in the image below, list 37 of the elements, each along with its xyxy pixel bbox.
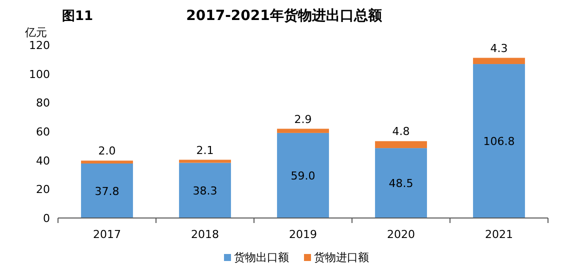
y-tick-label: 20	[36, 183, 50, 196]
y-tick-label: 0	[43, 212, 50, 225]
x-tick-label: 2019	[289, 228, 317, 241]
y-tick-label: 120	[29, 39, 50, 52]
data-label: 2.1	[196, 144, 214, 157]
bar	[81, 160, 133, 164]
bar	[375, 148, 427, 218]
bar	[375, 141, 427, 148]
data-label: 38.3	[192, 184, 218, 198]
y-tick-label: 60	[36, 126, 50, 138]
bar	[473, 64, 525, 218]
data-label: 106.8	[483, 135, 515, 148]
y-tick-label: 100	[29, 68, 50, 81]
data-label: 59.0	[290, 169, 316, 182]
data-label: 37.8	[94, 184, 120, 198]
x-tick-label: 2020	[387, 228, 415, 241]
data-label: 2.9	[294, 112, 312, 126]
bar	[277, 132, 329, 218]
y-axis-title: 亿元	[24, 26, 47, 39]
y-tick-label: 40	[36, 154, 50, 168]
legend-label: 货物出口额	[234, 251, 289, 264]
legend-label: 货物进口额	[314, 251, 369, 264]
bar	[179, 160, 231, 163]
x-tick-label: 2021	[485, 228, 513, 241]
bar	[473, 58, 525, 64]
data-label: 4.8	[392, 125, 410, 138]
bar	[179, 162, 231, 218]
data-label: 4.3	[490, 42, 508, 55]
x-tick-label: 2017	[93, 228, 121, 241]
data-label: 48.5	[388, 177, 414, 190]
y-tick-label: 80	[36, 96, 50, 110]
bar	[277, 128, 329, 133]
data-label: 2.0	[98, 144, 116, 158]
chart-title: 2017-2021年货物进出口总额	[186, 7, 383, 24]
caption: 图11	[62, 9, 94, 24]
bar	[81, 164, 133, 218]
x-tick-label: 2018	[191, 228, 219, 241]
